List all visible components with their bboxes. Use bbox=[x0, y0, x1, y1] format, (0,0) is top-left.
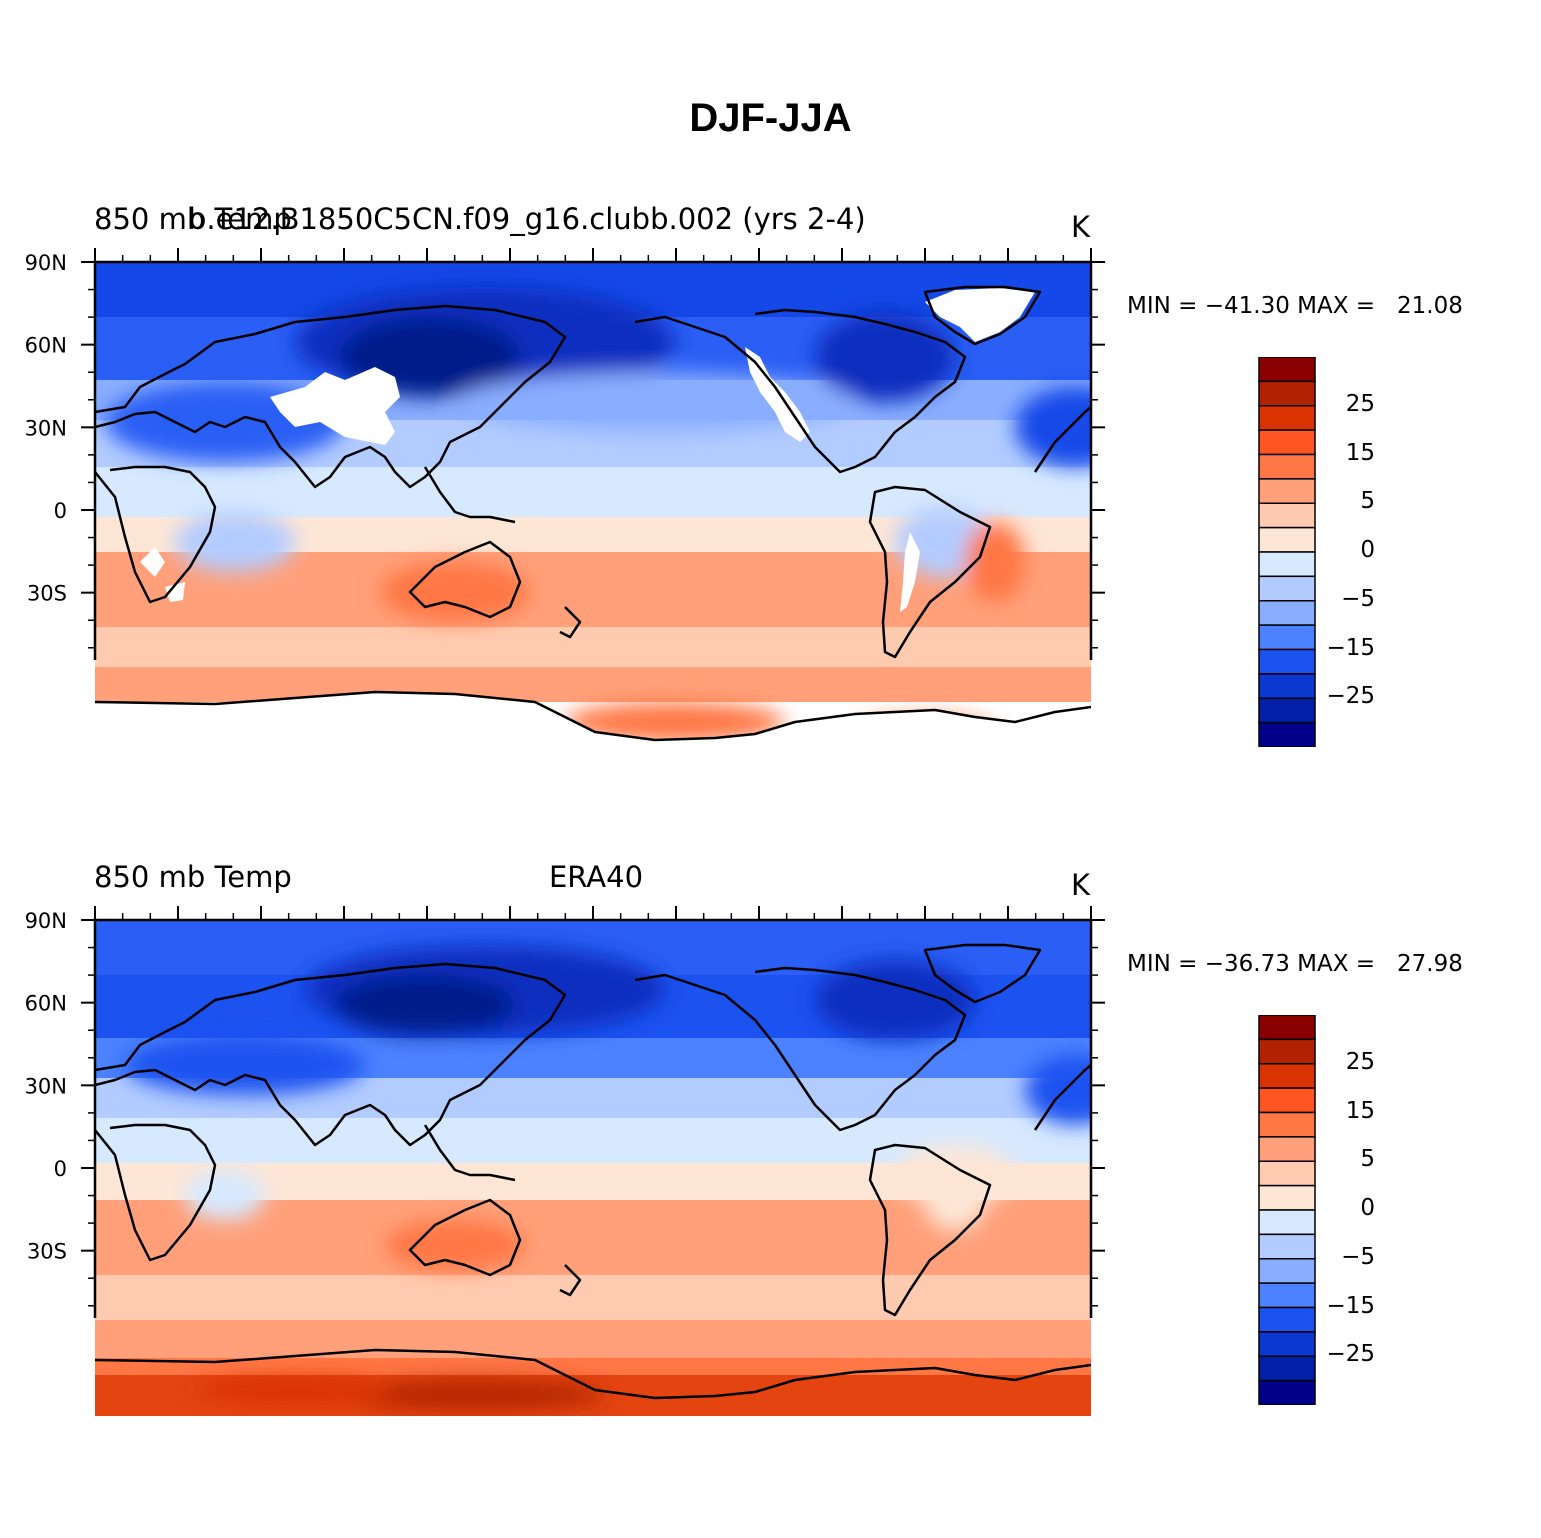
colorbar-swatch bbox=[1258, 1087, 1316, 1114]
colorbar-swatch bbox=[1258, 502, 1316, 529]
temperature-map bbox=[95, 262, 1091, 758]
colorbar-label: −5 bbox=[1341, 585, 1375, 612]
lat-tick-label: 30N bbox=[25, 416, 67, 440]
min-max-stats: MIN = −41.30 MAX = 21.08 bbox=[1127, 293, 1463, 319]
colorbar bbox=[1258, 356, 1316, 748]
lat-tick-label: 30S bbox=[27, 1240, 67, 1264]
colorbar-label: 0 bbox=[1360, 537, 1375, 563]
lat-tick-label: 90N bbox=[25, 251, 67, 275]
colorbar-swatch bbox=[1258, 1233, 1316, 1260]
map-axes: 90N60N30N030S60S90S030E60E90E120E150E180… bbox=[25, 248, 1105, 660]
colorbar-label: 0 bbox=[1360, 1195, 1375, 1221]
panel-units-label: K bbox=[1071, 210, 1091, 244]
colorbar-swatch bbox=[1258, 1331, 1316, 1357]
colorbar-swatch bbox=[1258, 478, 1316, 504]
colorbar-label: −15 bbox=[1326, 634, 1375, 661]
colorbar-label: 5 bbox=[1360, 1146, 1375, 1173]
colorbar-swatch bbox=[1258, 1160, 1316, 1187]
temperature-map bbox=[95, 920, 1091, 1416]
panel-center-label: ERA40 bbox=[548, 860, 644, 894]
colorbar-swatch bbox=[1258, 1063, 1316, 1089]
lat-tick-label: 30S bbox=[27, 582, 67, 606]
figure-title: DJF-JJA bbox=[689, 96, 852, 140]
colorbar-swatch bbox=[1258, 405, 1316, 431]
colorbar-swatch bbox=[1258, 1306, 1316, 1333]
panel-units-label: K bbox=[1071, 868, 1091, 902]
map-frame bbox=[93, 918, 1093, 1318]
colorbar-swatch bbox=[1258, 1258, 1316, 1284]
colorbar-label: −15 bbox=[1326, 1292, 1375, 1319]
colorbar-swatch bbox=[1258, 526, 1316, 553]
band-s-mid bbox=[95, 627, 1091, 672]
colorbar-swatch bbox=[1258, 697, 1316, 724]
lat-tick-label: 30N bbox=[25, 1074, 67, 1098]
map-frame bbox=[93, 260, 1093, 660]
colorbar-label: 15 bbox=[1345, 439, 1375, 466]
colorbar-label: 5 bbox=[1360, 488, 1375, 515]
coastlines bbox=[95, 943, 1091, 1400]
colorbar-swatch bbox=[1258, 1014, 1316, 1041]
colorbar-swatch bbox=[1258, 380, 1316, 407]
colorbar-label: −25 bbox=[1326, 683, 1375, 710]
colorbar-swatch bbox=[1258, 575, 1316, 602]
lat-tick-label: 60N bbox=[25, 992, 67, 1016]
colorbar-swatch bbox=[1258, 1209, 1316, 1236]
colorbar bbox=[1258, 1014, 1316, 1406]
colorbar-swatch bbox=[1258, 1184, 1316, 1211]
coastlines bbox=[95, 285, 1091, 742]
lat-tick-label: 90N bbox=[25, 909, 67, 933]
model-panel: 850 mb Temp b.e12.B1850C5CN.f09_g16.club… bbox=[0, 0, 1541, 758]
colorbar-label: −5 bbox=[1341, 1243, 1375, 1270]
colorbar-swatch bbox=[1258, 356, 1316, 383]
colorbar-swatch bbox=[1258, 453, 1316, 480]
min-max-stats: MIN = −36.73 MAX = 27.98 bbox=[1127, 951, 1463, 977]
colorbar-swatch bbox=[1258, 624, 1316, 651]
colorbar-swatch bbox=[1258, 1038, 1316, 1065]
colorbar-swatch bbox=[1258, 648, 1316, 675]
colorbar-swatch bbox=[1258, 1111, 1316, 1138]
colorbar-label: 25 bbox=[1345, 1048, 1375, 1075]
colorbar-label: −25 bbox=[1326, 1341, 1375, 1368]
panel-left-label: 850 mb Temp bbox=[94, 860, 292, 894]
colorbar-swatch bbox=[1258, 551, 1316, 578]
panel-left-label: 850 mb Temp bbox=[94, 202, 292, 236]
panel-center-label: b.e12.B1850C5CN.f09_g16.clubb.002 (yrs 2… bbox=[188, 202, 866, 236]
colorbar-label: 25 bbox=[1345, 390, 1375, 417]
lat-tick-label: 60N bbox=[25, 334, 67, 358]
map-axes: 90N60N30N030S60S90S030E60E90E120E150E180… bbox=[25, 906, 1105, 1318]
lat-tick-label: 0 bbox=[54, 1157, 67, 1181]
colorbar-label: 15 bbox=[1345, 1097, 1375, 1124]
colorbar-swatch bbox=[1258, 1379, 1316, 1406]
reanalysis-panel: 850 mb Temp ERA40 K MIN = −36.73 MAX = 2… bbox=[0, 658, 1541, 1416]
colorbar-swatch bbox=[1258, 429, 1316, 456]
colorbar-swatch bbox=[1258, 1136, 1316, 1162]
colorbar-swatch bbox=[1258, 1282, 1316, 1309]
colorbar-swatch bbox=[1258, 1355, 1316, 1382]
lat-tick-label: 0 bbox=[54, 499, 67, 523]
colorbar-swatch bbox=[1258, 673, 1316, 699]
colorbar-swatch bbox=[1258, 600, 1316, 626]
